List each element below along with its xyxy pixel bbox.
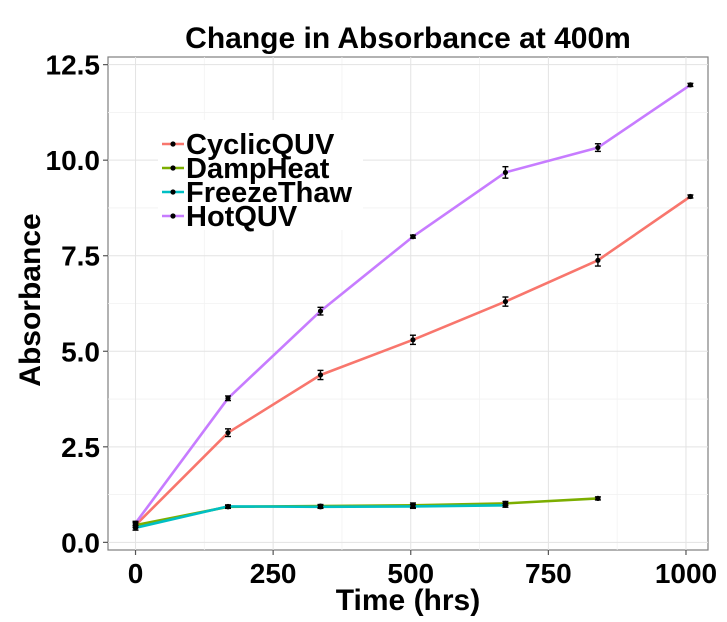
data-point [317, 308, 324, 314]
series-markers-hotquv [132, 82, 694, 526]
x-tick-label: 0 [128, 558, 144, 589]
data-point [225, 430, 231, 436]
legend-key-point [170, 141, 176, 147]
x-tick-label: 750 [525, 558, 572, 589]
data-point [687, 82, 693, 88]
y-tick-label: 7.5 [61, 241, 100, 272]
legend-key-point [170, 165, 176, 171]
legend-label: DampHeat [186, 153, 330, 185]
series-markers-freezethaw [132, 502, 509, 531]
data-point [410, 503, 416, 510]
series-layer [132, 82, 694, 531]
legend-label: HotQUV [186, 201, 298, 233]
x-axis-title: Time (hrs) [336, 584, 480, 617]
y-tick-label: 12.5 [46, 50, 101, 81]
legend-item-freezethaw: FreezeThaw [162, 177, 352, 209]
legend-key-point [170, 213, 176, 219]
data-point [410, 234, 416, 240]
data-point [317, 372, 324, 378]
series-markers-cyclicquv [132, 193, 694, 529]
y-tick-label: 2.5 [61, 432, 100, 463]
chart-title: Change in Absorbance at 400m [185, 22, 631, 55]
data-point [595, 257, 601, 263]
x-tick-label: 500 [387, 558, 434, 589]
y-axis-title: Absorbance [14, 213, 47, 386]
data-point [225, 395, 231, 401]
x-axis: 0 250 500 750 1000 [128, 550, 717, 589]
legend-item-hotquv: HotQUV [162, 201, 298, 233]
x-tick-label: 250 [250, 558, 297, 589]
data-point [502, 298, 509, 305]
data-point [410, 337, 416, 343]
data-point [225, 503, 231, 510]
data-point [595, 144, 601, 151]
y-axis: 0.0 2.5 5.0 7.5 10.0 12.5 [46, 50, 108, 558]
data-point [595, 495, 601, 502]
legend-label: FreezeThaw [186, 177, 352, 209]
y-tick-label: 10.0 [46, 145, 101, 176]
data-point [687, 193, 693, 200]
legend-key-point [170, 189, 176, 195]
legend-item-dampheat: DampHeat [162, 153, 330, 185]
legend-item-cyclicquv: CyclicQUV [162, 129, 335, 161]
data-point [502, 502, 509, 508]
legend-background [158, 120, 363, 230]
data-point [502, 169, 509, 176]
data-point [132, 520, 139, 526]
y-tick-label: 5.0 [61, 336, 100, 367]
y-tick-label: 0.0 [61, 527, 100, 558]
x-tick-label: 1000 [655, 558, 717, 589]
data-point [132, 525, 139, 531]
legend-label: CyclicQUV [186, 129, 335, 161]
data-point [317, 504, 324, 510]
